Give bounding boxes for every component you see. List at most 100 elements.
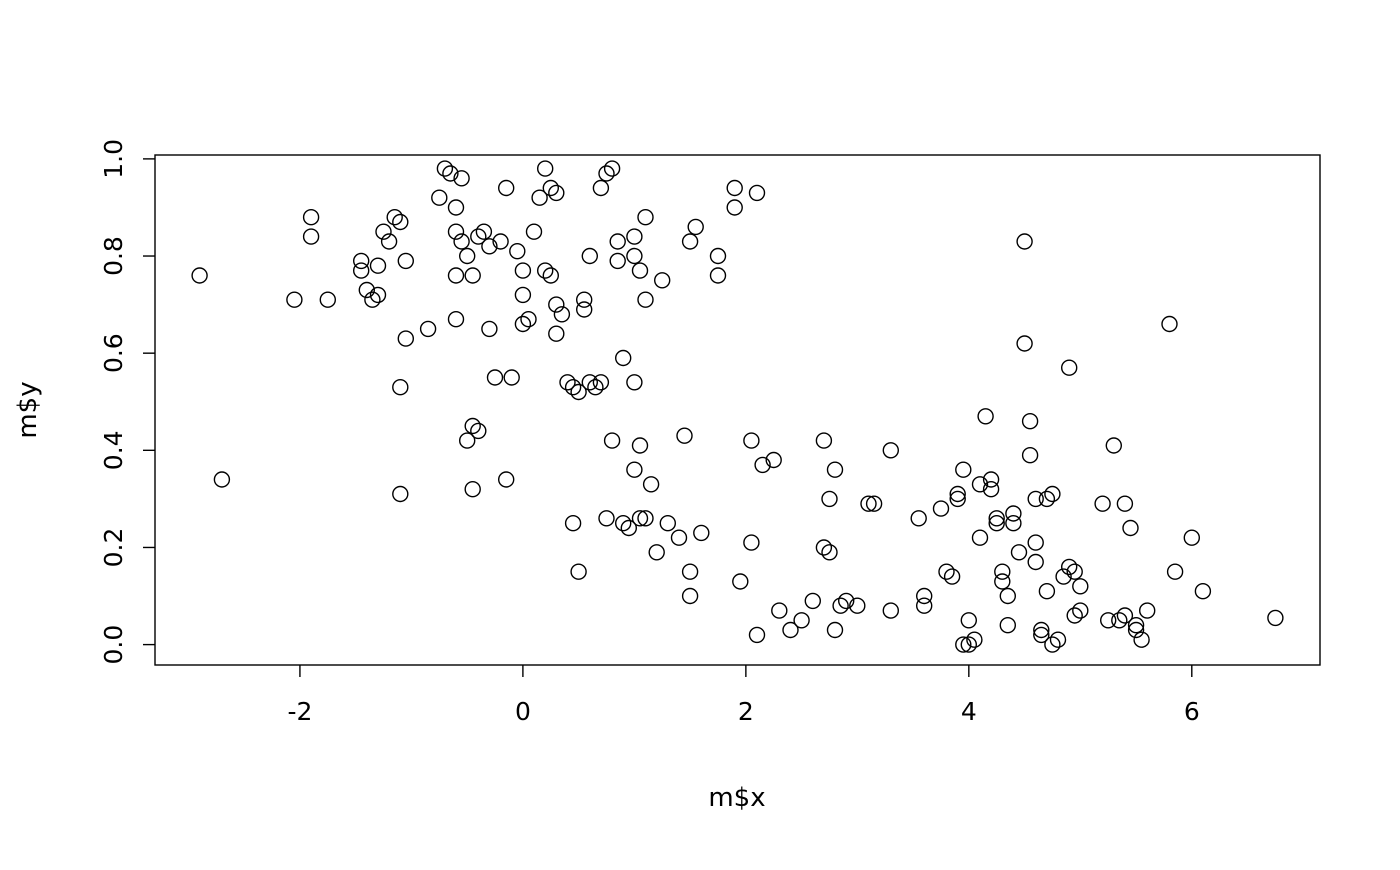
data-point — [475, 223, 493, 240]
data-point — [765, 451, 782, 469]
data-point — [1016, 233, 1033, 250]
data-point — [453, 233, 470, 250]
data-point — [302, 208, 320, 226]
data-point — [302, 228, 320, 245]
y-tick-label: 0.6 — [99, 333, 128, 373]
data-point — [838, 592, 855, 610]
data-point — [1044, 636, 1061, 653]
data-point — [1005, 515, 1022, 532]
data-point — [732, 573, 749, 590]
data-point — [1105, 437, 1123, 454]
data-point — [637, 291, 654, 308]
data-point — [1099, 612, 1117, 629]
data-point — [1133, 631, 1150, 648]
data-point — [955, 461, 972, 478]
data-point — [514, 315, 532, 333]
data-point — [626, 461, 643, 478]
data-point — [654, 272, 671, 289]
data-point — [637, 208, 654, 226]
data-point — [564, 515, 582, 532]
data-point — [726, 199, 743, 216]
data-point — [386, 208, 403, 226]
data-point — [1033, 621, 1050, 639]
data-point — [509, 242, 526, 260]
data-point — [1049, 631, 1067, 648]
data-point — [548, 296, 565, 313]
data-point — [1138, 602, 1156, 619]
data-point — [637, 510, 654, 527]
data-point — [1038, 490, 1056, 508]
data-point — [960, 636, 977, 653]
data-point — [648, 544, 665, 561]
y-tick-label: 1.0 — [99, 139, 128, 179]
data-point — [994, 563, 1011, 580]
data-point — [481, 320, 498, 338]
data-point — [743, 432, 760, 449]
data-point — [1010, 544, 1028, 561]
data-point — [620, 519, 637, 537]
data-point — [681, 587, 699, 605]
data-point — [470, 422, 487, 440]
data-point — [1183, 529, 1201, 546]
y-tick-label: 0.0 — [99, 625, 128, 665]
y-tick-label: 0.4 — [99, 430, 128, 470]
data-point — [397, 252, 414, 270]
plot-border — [154, 154, 1321, 666]
data-point — [603, 160, 621, 177]
data-point — [916, 597, 933, 614]
data-point — [626, 247, 643, 265]
data-point — [1027, 553, 1044, 571]
data-point — [748, 626, 766, 644]
data-point — [910, 510, 927, 527]
data-point — [932, 500, 950, 517]
data-point — [364, 291, 381, 308]
data-point — [631, 510, 649, 527]
data-point — [592, 179, 610, 197]
data-point — [782, 621, 799, 639]
data-point — [1027, 490, 1044, 508]
data-point — [375, 223, 392, 240]
data-point — [882, 602, 899, 619]
data-point — [681, 233, 699, 250]
data-point — [1161, 315, 1178, 333]
data-point — [1021, 447, 1039, 464]
data-point — [1267, 609, 1284, 627]
data-point — [570, 383, 587, 401]
data-point — [564, 379, 582, 396]
data-point — [548, 325, 565, 342]
data-point — [1016, 335, 1033, 352]
data-point — [726, 179, 743, 197]
data-point — [447, 199, 465, 216]
data-point — [949, 490, 966, 508]
data-point — [1127, 621, 1145, 639]
data-point — [1044, 485, 1061, 503]
y-tick-label: 0.8 — [99, 236, 128, 276]
data-point — [587, 379, 604, 396]
data-point — [615, 349, 632, 367]
data-point — [1194, 583, 1212, 600]
data-point — [916, 587, 933, 605]
data-point — [436, 160, 454, 177]
data-point — [966, 631, 983, 648]
data-point — [537, 160, 554, 177]
data-point — [419, 320, 437, 338]
data-point — [681, 563, 699, 580]
data-point — [576, 301, 593, 318]
data-point — [380, 233, 398, 250]
data-point — [548, 184, 565, 202]
data-point — [609, 252, 626, 270]
y-axis-label: m$y — [13, 381, 43, 438]
data-point — [598, 165, 615, 182]
data-point — [525, 223, 543, 240]
data-point — [581, 247, 598, 265]
x-tick-label: 0 — [515, 697, 531, 726]
data-point — [971, 529, 989, 546]
data-point — [442, 165, 459, 182]
data-point — [821, 544, 838, 561]
data-point — [470, 228, 487, 245]
data-point — [459, 247, 476, 265]
data-point — [982, 471, 1000, 488]
data-point — [392, 213, 409, 231]
x-tick-label: -2 — [287, 697, 312, 726]
